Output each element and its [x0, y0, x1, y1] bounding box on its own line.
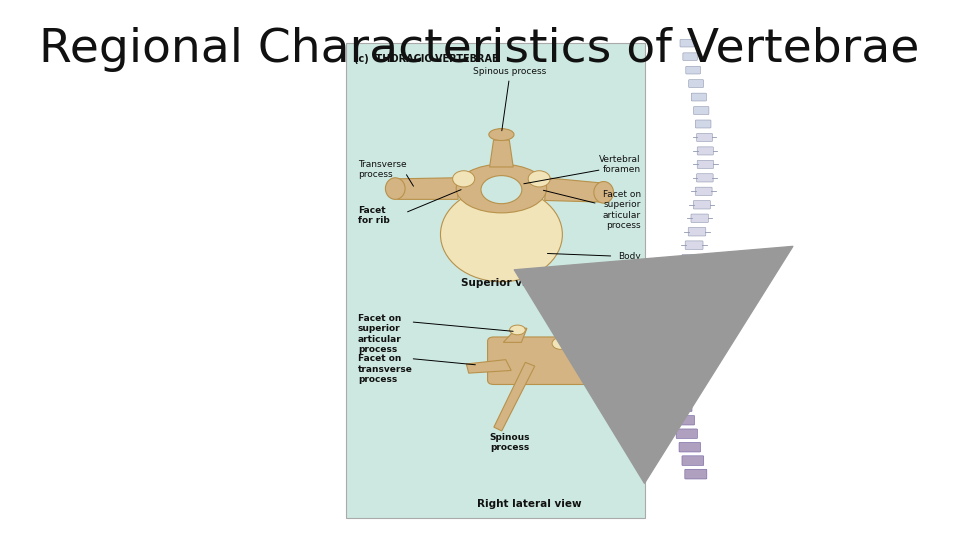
FancyBboxPatch shape: [695, 120, 711, 128]
Text: Facet
for rib: Facet for rib: [358, 206, 390, 225]
FancyBboxPatch shape: [680, 39, 694, 47]
Text: Regional Characteristics of Vertebrae: Regional Characteristics of Vertebrae: [39, 27, 920, 72]
Ellipse shape: [453, 171, 474, 187]
Text: Transverse
process: Transverse process: [358, 160, 406, 179]
Ellipse shape: [385, 178, 405, 199]
FancyBboxPatch shape: [685, 241, 703, 249]
Text: Facet on
superior
articular
process: Facet on superior articular process: [358, 314, 401, 354]
FancyBboxPatch shape: [669, 321, 688, 330]
Ellipse shape: [481, 176, 522, 204]
Ellipse shape: [594, 181, 613, 203]
Polygon shape: [467, 360, 511, 373]
FancyBboxPatch shape: [683, 53, 697, 60]
Ellipse shape: [552, 338, 569, 349]
FancyBboxPatch shape: [679, 268, 697, 276]
FancyBboxPatch shape: [667, 348, 687, 357]
FancyBboxPatch shape: [688, 227, 706, 236]
Text: Vertebral
foramen: Vertebral foramen: [599, 154, 641, 174]
Bar: [346, 43, 645, 518]
FancyBboxPatch shape: [697, 133, 712, 141]
Ellipse shape: [441, 187, 563, 282]
FancyBboxPatch shape: [668, 375, 688, 384]
Text: Spinous
process: Spinous process: [490, 433, 530, 452]
Polygon shape: [396, 178, 458, 199]
Ellipse shape: [510, 325, 525, 335]
FancyBboxPatch shape: [697, 160, 713, 168]
FancyBboxPatch shape: [679, 442, 701, 452]
FancyBboxPatch shape: [684, 469, 707, 479]
FancyBboxPatch shape: [697, 174, 713, 182]
Text: Facet on
transverse
process: Facet on transverse process: [358, 354, 413, 384]
Ellipse shape: [489, 129, 514, 140]
FancyBboxPatch shape: [673, 295, 692, 303]
FancyBboxPatch shape: [674, 416, 695, 425]
FancyBboxPatch shape: [682, 254, 700, 263]
Text: Costal facet
for rib: Costal facet for rib: [587, 380, 641, 399]
Text: Body: Body: [618, 252, 641, 261]
Polygon shape: [503, 327, 527, 342]
FancyBboxPatch shape: [671, 402, 692, 411]
Text: Superior view: Superior view: [461, 278, 542, 288]
FancyBboxPatch shape: [691, 214, 708, 222]
FancyBboxPatch shape: [676, 429, 698, 438]
Text: Facet on
superior
articular
process: Facet on superior articular process: [603, 190, 641, 230]
Ellipse shape: [576, 342, 592, 353]
FancyBboxPatch shape: [693, 106, 708, 114]
Text: Body: Body: [557, 299, 580, 308]
Polygon shape: [493, 362, 535, 431]
FancyBboxPatch shape: [685, 66, 701, 74]
FancyBboxPatch shape: [669, 389, 690, 398]
Ellipse shape: [456, 164, 546, 213]
FancyBboxPatch shape: [676, 281, 694, 290]
FancyBboxPatch shape: [688, 80, 704, 87]
FancyBboxPatch shape: [697, 147, 713, 155]
Ellipse shape: [528, 171, 550, 187]
FancyBboxPatch shape: [691, 93, 707, 101]
Text: Spinous process: Spinous process: [472, 66, 546, 76]
Polygon shape: [544, 178, 604, 202]
Polygon shape: [490, 140, 514, 167]
FancyBboxPatch shape: [682, 456, 704, 465]
Text: Right lateral view: Right lateral view: [477, 498, 582, 509]
FancyBboxPatch shape: [667, 362, 687, 371]
FancyBboxPatch shape: [693, 201, 710, 209]
FancyBboxPatch shape: [488, 337, 598, 384]
Text: (c)  THORACIC VERTEBRAE: (c) THORACIC VERTEBRAE: [354, 54, 498, 64]
FancyBboxPatch shape: [695, 187, 712, 195]
FancyBboxPatch shape: [671, 308, 690, 317]
FancyBboxPatch shape: [668, 335, 687, 344]
